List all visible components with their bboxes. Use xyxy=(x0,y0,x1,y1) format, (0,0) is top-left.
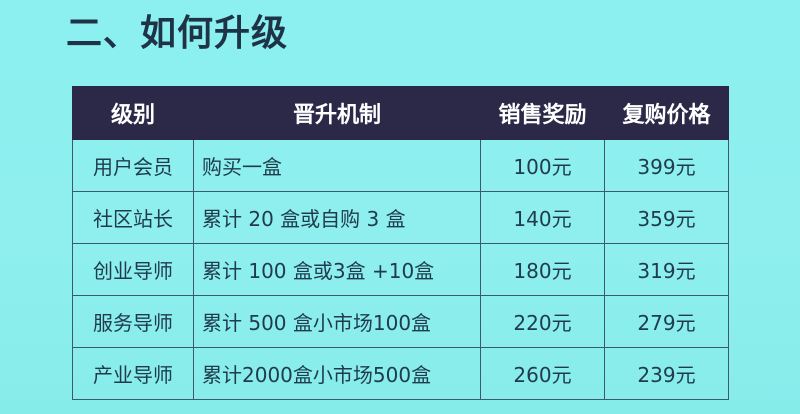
mechanism-cell: 购买一盒 xyxy=(193,139,481,192)
table-row: 服务导师 累计 500 盒小市场100盒 220元 279元 xyxy=(72,295,729,348)
repurchase-price-cell: 399元 xyxy=(604,139,729,192)
sales-reward-cell: 260元 xyxy=(480,347,605,400)
sales-reward-cell: 100元 xyxy=(480,139,605,192)
mechanism-cell: 累计2000盒小市场500盒 xyxy=(193,347,481,400)
table-row: 创业导师 累计 100 盒或3盒 +10盒 180元 319元 xyxy=(72,243,729,296)
level-cell: 社区站长 xyxy=(72,191,194,244)
header-repurchase-price: 复购价格 xyxy=(604,86,729,140)
header-mechanism: 晋升机制 xyxy=(193,86,481,140)
repurchase-price-cell: 279元 xyxy=(604,295,729,348)
table-row: 用户会员 购买一盒 100元 399元 xyxy=(72,139,729,192)
mechanism-cell: 累计 100 盒或3盒 +10盒 xyxy=(193,243,481,296)
section-title: 二、如何升级 xyxy=(66,13,289,54)
table-header-row: 级别 晋升机制 销售奖励 复购价格 xyxy=(72,86,729,140)
sales-reward-cell: 140元 xyxy=(480,191,605,244)
upgrade-table: 级别 晋升机制 销售奖励 复购价格 用户会员 购买一盒 100元 399元 社区站长 累计… xyxy=(72,86,729,400)
mechanism-cell: 累计 20 盒或自购 3 盒 xyxy=(193,191,481,244)
level-cell: 用户会员 xyxy=(72,139,194,192)
table-row: 社区站长 累计 20 盒或自购 3 盒 140元 359元 xyxy=(72,191,729,244)
header-level: 级别 xyxy=(72,86,194,140)
mechanism-cell: 累计 500 盒小市场100盒 xyxy=(193,295,481,348)
sales-reward-cell: 180元 xyxy=(480,243,605,296)
sales-reward-cell: 220元 xyxy=(480,295,605,348)
table-row: 产业导师 累计2000盒小市场500盒 260元 239元 xyxy=(72,347,729,400)
repurchase-price-cell: 359元 xyxy=(604,191,729,244)
repurchase-price-cell: 319元 xyxy=(604,243,729,296)
header-sales-reward: 销售奖励 xyxy=(480,86,605,140)
level-cell: 产业导师 xyxy=(72,347,194,400)
repurchase-price-cell: 239元 xyxy=(604,347,729,400)
level-cell: 服务导师 xyxy=(72,295,194,348)
level-cell: 创业导师 xyxy=(72,243,194,296)
